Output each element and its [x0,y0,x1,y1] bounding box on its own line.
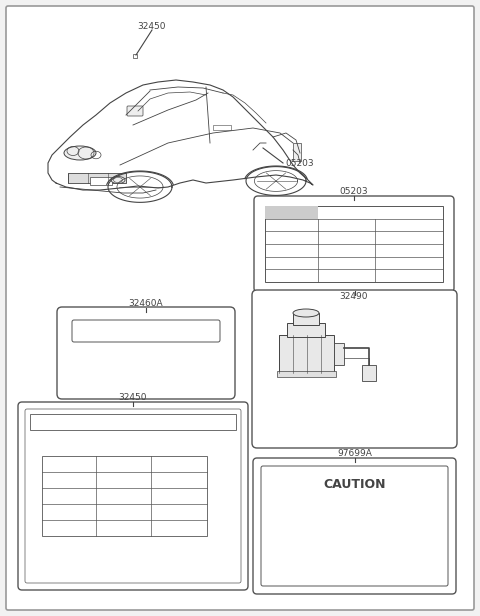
Bar [68,173,126,183]
Bar [362,365,376,381]
Bar [30,414,236,430]
FancyBboxPatch shape [6,6,474,610]
FancyBboxPatch shape [18,402,248,590]
FancyBboxPatch shape [254,196,454,292]
Text: 32450: 32450 [138,22,166,31]
FancyBboxPatch shape [127,106,143,116]
Bar [293,143,301,161]
Bar [265,206,443,282]
Text: 05203: 05203 [285,158,313,168]
Ellipse shape [64,146,96,160]
Bar [287,323,325,337]
Bar [90,177,112,185]
Text: 05203: 05203 [340,187,368,196]
Ellipse shape [111,177,125,184]
FancyBboxPatch shape [253,458,456,594]
Bar [293,313,319,325]
Bar [277,371,336,377]
FancyBboxPatch shape [252,290,457,448]
Bar [279,335,334,373]
Bar [334,343,344,365]
Bar [265,206,318,219]
Text: CAUTION: CAUTION [323,477,386,490]
Bar [133,54,137,58]
Text: 32460A: 32460A [129,299,163,308]
Bar [42,456,207,536]
Text: 97699A: 97699A [337,449,372,458]
Bar [213,125,231,130]
Text: 32490: 32490 [340,292,368,301]
Ellipse shape [293,309,319,317]
Text: 32450: 32450 [119,393,147,402]
FancyBboxPatch shape [57,307,235,399]
